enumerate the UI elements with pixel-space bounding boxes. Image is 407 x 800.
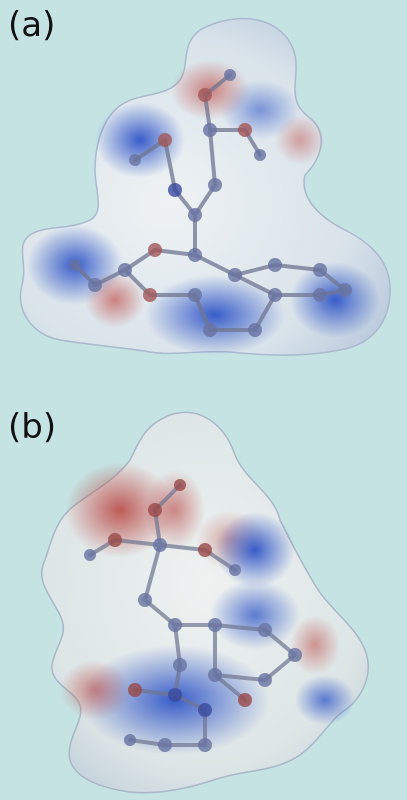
surface-a: [19, 17, 391, 356]
atoms-b: [84, 479, 302, 752]
panel-label-b: (b): [8, 407, 57, 447]
panel-a: (a): [8, 5, 391, 356]
panel-b: (b): [0, 400, 407, 800]
surface-b: [40, 411, 369, 794]
panel-label-a: (a): [8, 5, 56, 45]
atoms-a: [69, 69, 352, 337]
